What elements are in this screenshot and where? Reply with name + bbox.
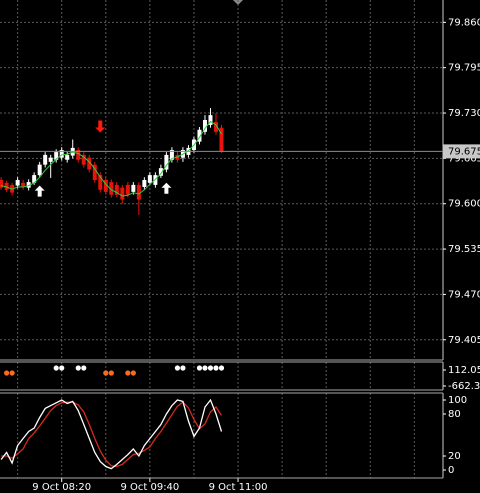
signal-dot [59, 365, 65, 371]
sell-arrow [95, 120, 106, 133]
y-tick-label: 80 [448, 409, 461, 420]
y-tick-label: 0 [448, 465, 454, 476]
signal-dot [103, 370, 109, 376]
candle-body [26, 182, 31, 188]
candle-body [92, 164, 97, 180]
candle-body [153, 175, 158, 185]
signal-dot [174, 365, 181, 371]
x-tick-label: 9 Oct 08:20 [32, 482, 91, 493]
candle-body [197, 129, 202, 142]
signal-dot [130, 370, 136, 376]
buy-arrow [161, 182, 172, 194]
y-tick-label: 79.795 [448, 63, 480, 74]
signal-dot [53, 365, 59, 371]
y-tick-label: 112.050 [448, 365, 480, 376]
oscillator-line [0, 398, 223, 470]
signal-dot [213, 365, 219, 371]
x-tick-label: 9 Oct 11:00 [209, 482, 268, 493]
y-tick-label: 79.405 [448, 335, 480, 346]
candle-body [0, 180, 4, 188]
y-tick-label: 79.600 [448, 199, 480, 210]
y-tick-label: 79.860 [448, 17, 480, 28]
candle-body [131, 184, 136, 192]
candle-body [65, 154, 70, 160]
scroll-marker [233, 0, 243, 5]
candle-body [43, 154, 48, 165]
y-tick-label: 79.535 [448, 244, 480, 255]
candle-body [98, 175, 103, 190]
candle-body [136, 184, 141, 200]
candle-body [103, 180, 108, 192]
signal-dot [125, 370, 131, 376]
candle-body [147, 175, 152, 183]
moving-average [0, 120, 222, 197]
current-price-label: 79.675 [448, 146, 480, 157]
candle-body [32, 175, 37, 183]
y-tick-label: -662.35 [448, 381, 480, 392]
signal-dot [196, 365, 203, 371]
candle-body [213, 122, 218, 132]
current-price-box [443, 144, 480, 159]
y-tick-label: 79.730 [448, 108, 480, 119]
candle-body [208, 115, 213, 125]
signal-dot [4, 370, 10, 376]
candle-body [81, 154, 86, 165]
signal-dot [108, 370, 114, 376]
y-tick-label: 100 [448, 395, 467, 406]
signal-dot [202, 365, 208, 371]
candle-body [76, 150, 81, 160]
buy-arrow [34, 185, 45, 197]
y-tick-label: 79.665 [448, 153, 480, 164]
signal-dot [180, 365, 186, 371]
candle-body [15, 180, 20, 186]
candle-body [125, 184, 130, 195]
y-tick-label: 20 [448, 451, 461, 462]
signal-dot [9, 370, 15, 376]
candle-body [164, 154, 169, 170]
candle-body [114, 184, 119, 195]
candle-body [21, 182, 26, 187]
y-tick-label: 79.470 [448, 289, 480, 300]
candle-body [142, 180, 147, 187]
candle-body [59, 150, 64, 158]
candle-body [120, 187, 125, 200]
candle-body [87, 157, 92, 170]
candle-body [158, 168, 163, 176]
candle-body [109, 182, 114, 195]
candle-body [37, 164, 42, 176]
candle-body [54, 152, 59, 160]
signal-dot [75, 365, 81, 371]
candle-body [169, 150, 174, 160]
candle-body [202, 120, 207, 132]
signal-dot [207, 365, 214, 371]
signal-dot [81, 365, 87, 371]
x-tick-label: 9 Oct 09:40 [120, 482, 179, 493]
candle-body [219, 127, 224, 152]
signal-dot [218, 365, 225, 371]
candle-body [4, 182, 9, 190]
oscillator-line [1, 401, 223, 468]
candle-body [48, 157, 53, 162]
